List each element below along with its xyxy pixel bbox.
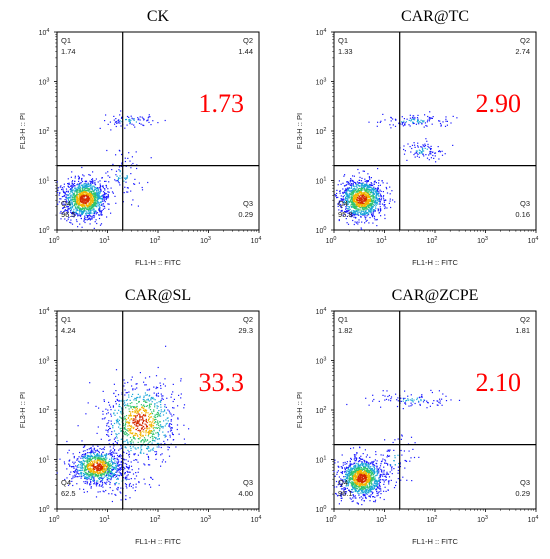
quadrant-value: 96.1 [338, 489, 353, 498]
y-tick-label: 102 [316, 127, 327, 136]
x-tick-label: 102 [427, 515, 438, 524]
highlight-value: 1.73 [199, 89, 245, 118]
y-tick-label: 103 [39, 357, 50, 366]
highlight-value: 33.3 [199, 368, 245, 397]
quadrant-label: Q3 [520, 478, 530, 487]
panel-title: CAR@SL [125, 287, 191, 304]
quadrant-label: Q1 [338, 36, 348, 45]
x-tick-label: 100 [326, 515, 337, 524]
x-tick-label: 104 [251, 236, 262, 245]
quadrant-label: Q3 [243, 199, 253, 208]
quadrant-label: Q2 [243, 315, 253, 324]
x-tick-label: 101 [376, 236, 387, 245]
quadrant-label: Q4 [338, 478, 348, 487]
y-tick-label: 102 [316, 406, 327, 415]
y-tick-label: 104 [316, 28, 327, 37]
quadrant-label: Q4 [61, 478, 71, 487]
flow-panel: CAR@SL Q1 4.24 Q2 29.3 Q3 4.00 Q4 62.5 33.3 100 101… [18, 287, 261, 546]
x-tick-label: 104 [528, 515, 539, 524]
x-tick-label: 102 [150, 236, 161, 245]
x-tick-label: 103 [477, 515, 488, 524]
y-tick-label: 102 [39, 127, 50, 136]
quadrant-value: 96.5 [61, 210, 76, 219]
x-tick-label: 103 [200, 236, 211, 245]
quadrant-label: Q2 [520, 36, 530, 45]
y-tick-label: 100 [39, 226, 50, 235]
x-tick-label: 101 [99, 515, 110, 524]
quadrant-value: 0.16 [515, 210, 530, 219]
panel-title: CAR@TC [401, 8, 469, 25]
panel-title: CK [147, 8, 170, 25]
y-tick-label: 101 [316, 456, 327, 465]
panel-title: CAR@ZCPE [392, 287, 479, 304]
quadrant-value: 95.8 [338, 210, 353, 219]
quadrant-label: Q3 [520, 199, 530, 208]
quadrant-label: Q2 [243, 36, 253, 45]
quadrant-value: 4.00 [238, 489, 253, 498]
quadrant-value: 4.24 [61, 326, 76, 335]
y-tick-label: 104 [39, 307, 50, 316]
quadrant-value: 1.33 [338, 47, 353, 56]
quadrant-label: Q4 [61, 199, 71, 208]
quadrant-label: Q2 [520, 315, 530, 324]
quadrant-value: 1.74 [61, 47, 76, 56]
quadrant-label: Q4 [338, 199, 348, 208]
x-tick-label: 104 [528, 236, 539, 245]
y-axis-label: FL3-H :: PI [18, 392, 27, 428]
event-points [56, 110, 166, 229]
x-tick-label: 103 [477, 236, 488, 245]
y-tick-label: 104 [316, 307, 327, 316]
x-tick-label: 102 [427, 236, 438, 245]
y-axis-label: FL3-H :: PI [295, 113, 304, 149]
y-tick-label: 103 [316, 357, 327, 366]
x-tick-label: 100 [49, 515, 60, 524]
event-points [333, 389, 461, 506]
y-tick-label: 100 [316, 226, 327, 235]
quadrant-value: 1.44 [238, 47, 253, 56]
y-tick-label: 101 [39, 177, 50, 186]
plot-frame [56, 310, 260, 510]
y-tick-label: 100 [39, 505, 50, 514]
quadrant-value: 1.82 [338, 326, 353, 335]
x-tick-label: 100 [49, 236, 60, 245]
highlight-value: 2.90 [476, 89, 522, 118]
y-tick-label: 102 [39, 406, 50, 415]
x-axis-label: FL1-H :: FITC [412, 537, 458, 546]
y-axis-label: FL3-H :: PI [295, 392, 304, 428]
flow-panel: CAR@TC Q1 1.33 Q2 2.74 Q3 0.16 Q4 95.8 2.90 100 101… [295, 8, 538, 267]
x-tick-label: 104 [251, 515, 262, 524]
quadrant-value: 62.5 [61, 489, 76, 498]
x-tick-label: 101 [99, 236, 110, 245]
x-axis-label: FL1-H :: FITC [412, 258, 458, 267]
x-tick-label: 100 [326, 236, 337, 245]
y-tick-label: 101 [316, 177, 327, 186]
quadrant-label: Q1 [338, 315, 348, 324]
event-points [334, 111, 458, 230]
y-tick-label: 101 [39, 456, 50, 465]
quadrant-value: 0.29 [238, 210, 253, 219]
y-tick-label: 103 [39, 78, 50, 87]
x-tick-label: 101 [376, 515, 387, 524]
x-tick-label: 102 [150, 515, 161, 524]
flow-panel: CK Q1 1.74 Q2 1.44 Q3 0.29 Q4 96.5 1.73 100 101 102 1… [18, 8, 261, 267]
x-tick-label: 103 [200, 515, 211, 524]
y-tick-label: 104 [39, 28, 50, 37]
y-tick-label: 103 [316, 78, 327, 87]
quadrant-value: 29.3 [238, 326, 253, 335]
quadrant-value: 2.74 [515, 47, 530, 56]
quadrant-label: Q1 [61, 315, 71, 324]
y-axis-label: FL3-H :: PI [18, 113, 27, 149]
quadrant-label: Q3 [243, 478, 253, 487]
event-points [56, 345, 190, 503]
x-axis-label: FL1-H :: FITC [135, 258, 181, 267]
y-tick-label: 100 [316, 505, 327, 514]
quadrant-value: 0.29 [515, 489, 530, 498]
x-axis-label: FL1-H :: FITC [135, 537, 181, 546]
highlight-value: 2.10 [476, 368, 522, 397]
quadrant-label: Q1 [61, 36, 71, 45]
quadrant-value: 1.81 [515, 326, 530, 335]
